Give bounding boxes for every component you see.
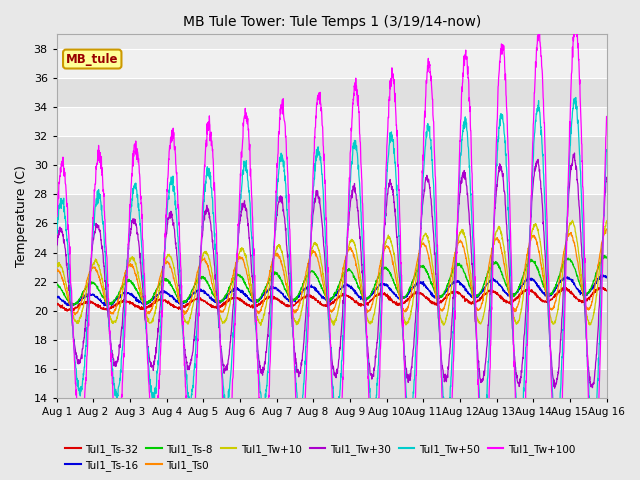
Bar [57,107,607,136]
Bar [57,311,607,340]
Bar [57,369,607,398]
Bar [57,223,607,252]
Bar [57,282,607,311]
Bar [57,252,607,282]
Bar [57,136,607,165]
Bar [57,340,607,369]
Bar [57,78,607,107]
Bar [57,194,607,223]
Bar [57,49,607,78]
Title: MB Tule Tower: Tule Temps 1 (3/19/14-now): MB Tule Tower: Tule Temps 1 (3/19/14-now… [182,15,481,29]
Y-axis label: Temperature (C): Temperature (C) [15,165,28,267]
Bar [57,165,607,194]
Text: MB_tule: MB_tule [66,53,118,66]
Legend: Tul1_Ts-32, Tul1_Ts-16, Tul1_Ts-8, Tul1_Ts0, Tul1_Tw+10, Tul1_Tw+30, Tul1_Tw+50,: Tul1_Ts-32, Tul1_Ts-16, Tul1_Ts-8, Tul1_… [61,439,579,475]
